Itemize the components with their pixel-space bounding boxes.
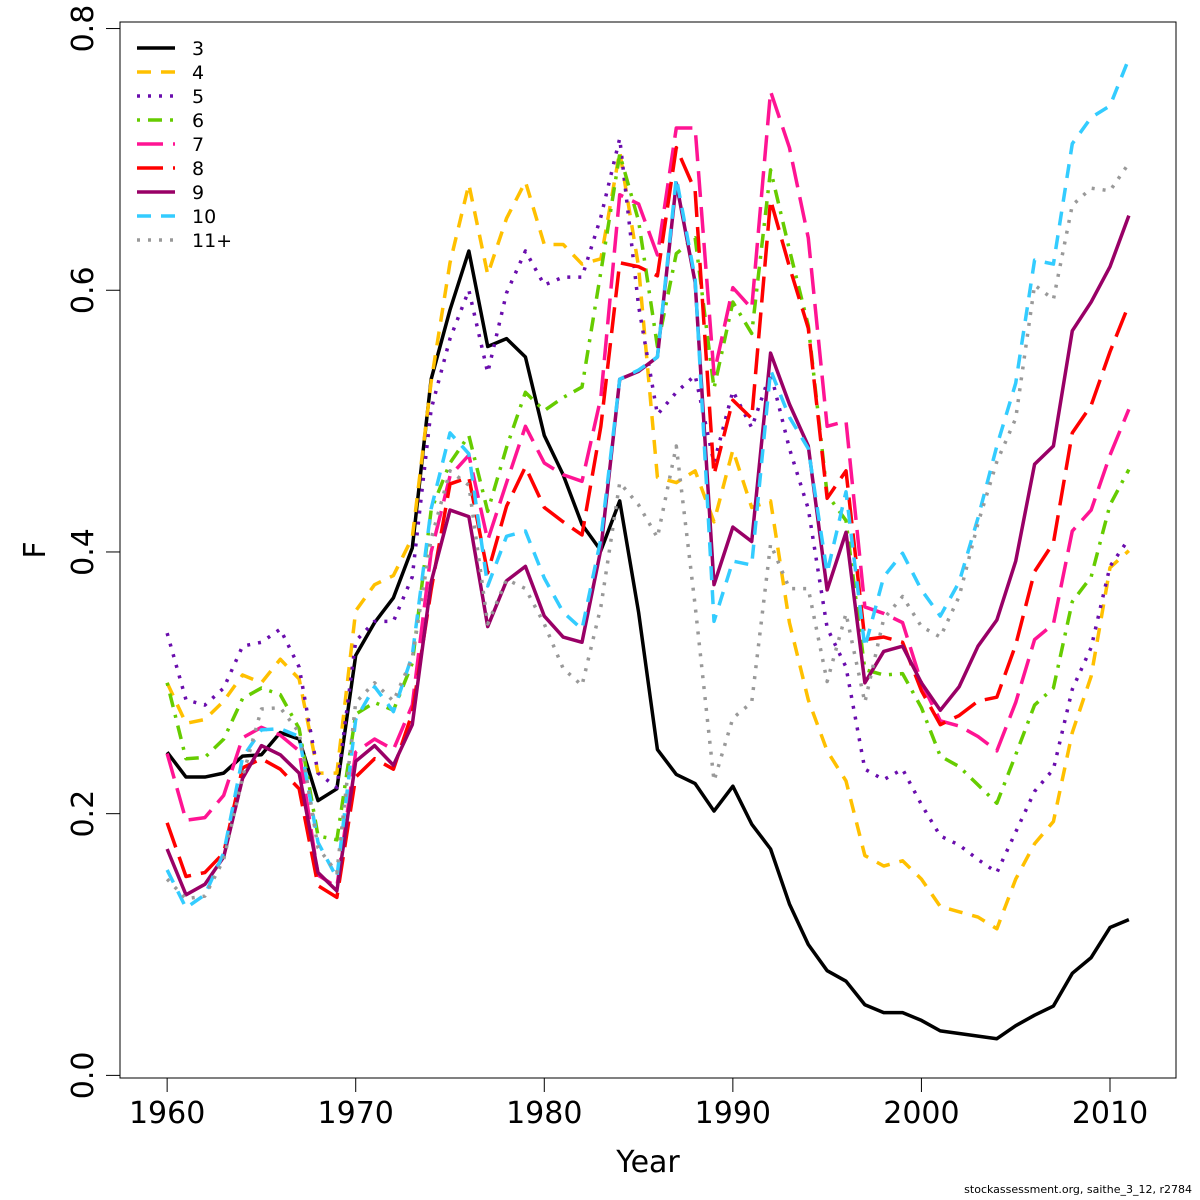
series-line-5 — [165, 136, 1131, 875]
legend-label: 3 — [192, 38, 204, 60]
series-line-10 — [165, 57, 1131, 910]
y-tick-label: 0.8 — [66, 5, 101, 53]
legend-label: 11+ — [192, 230, 232, 252]
x-tick-label: 1970 — [318, 1096, 394, 1131]
series-lines — [165, 57, 1131, 1041]
x-axis: 1960 1970 1980 1990 2000 2010 — [129, 1077, 1148, 1131]
legend-label: 4 — [192, 62, 204, 84]
series-line-3 — [165, 249, 1130, 1041]
y-tick-label: 0.0 — [66, 1052, 101, 1100]
y-tick-label: 0.2 — [66, 790, 101, 838]
x-tick-label: 1980 — [506, 1096, 582, 1131]
legend-label: 6 — [192, 110, 204, 132]
legend-label: 9 — [192, 182, 204, 204]
footnote: stockassessment.org, saithe_3_12, r2784 — [964, 1183, 1192, 1196]
x-tick-label: 1990 — [695, 1096, 771, 1131]
y-axis: 0.0 0.2 0.4 0.6 0.8 — [66, 5, 121, 1100]
x-tick-label: 2000 — [883, 1096, 959, 1131]
x-axis-label: Year — [615, 1145, 680, 1180]
legend-label: 7 — [192, 134, 204, 156]
series-line-7 — [165, 89, 1131, 889]
x-tick-label: 1960 — [129, 1096, 205, 1131]
legend-label: 5 — [192, 86, 204, 108]
legend-label: 10 — [192, 206, 216, 228]
legend-label: 8 — [192, 158, 204, 180]
series-line-4 — [165, 149, 1131, 931]
y-tick-label: 0.4 — [66, 528, 101, 576]
y-axis-label: F — [18, 541, 53, 558]
y-tick-label: 0.6 — [66, 266, 101, 314]
series-line-8 — [165, 145, 1131, 900]
x-tick-label: 2010 — [1072, 1096, 1148, 1131]
series-line-9 — [165, 181, 1131, 897]
